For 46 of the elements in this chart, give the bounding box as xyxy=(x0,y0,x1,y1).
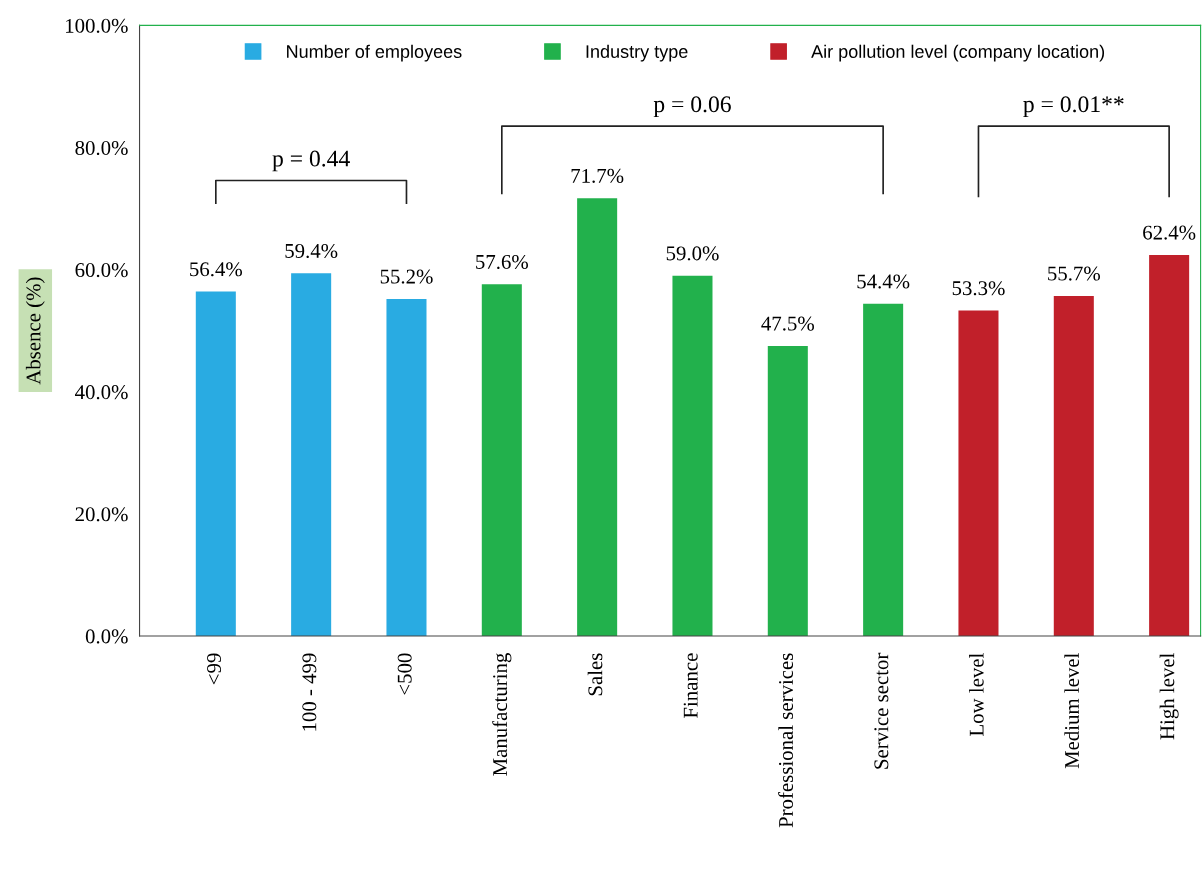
annotation: p = 0.44 xyxy=(272,150,350,172)
y-tick-label: 60.0% xyxy=(75,263,128,278)
y-tick-label: 0.0% xyxy=(85,629,128,644)
y-axis-title: Absence (%) xyxy=(25,277,45,385)
x-tick-label: Service sector xyxy=(874,652,889,769)
y-tick-label: 40.0% xyxy=(75,385,128,400)
bar xyxy=(767,345,808,636)
annotation: p = 0.01** xyxy=(1023,96,1124,117)
bar xyxy=(386,298,427,636)
x-tick-label: High level xyxy=(1159,653,1179,740)
x-tick-label: <500 xyxy=(397,653,412,695)
data-label: 53.3% xyxy=(952,281,1005,296)
data-label: 54.4% xyxy=(857,274,910,289)
bar xyxy=(1149,254,1190,636)
x-tick-label: Professional services xyxy=(778,653,794,828)
x-tick-label: Sales xyxy=(587,653,603,696)
legend-label: Industry type xyxy=(586,44,688,62)
x-tick-label: Finance xyxy=(683,653,698,718)
legend-label: Air pollution level (company location) xyxy=(811,44,1105,62)
data-label: 55.7% xyxy=(1048,266,1100,281)
data-label: 59.0% xyxy=(666,246,719,261)
data-label: 59.4% xyxy=(285,243,338,259)
y-tick-label: 20.0% xyxy=(75,507,128,522)
annotation: p = 0.06 xyxy=(653,96,731,117)
x-tick-label: 100 - 499 xyxy=(302,653,317,731)
bar xyxy=(195,291,236,636)
legend-label: Number of employees xyxy=(287,44,462,62)
data-label: 55.2% xyxy=(380,269,433,284)
x-tick-label: Manufacturing xyxy=(492,653,512,776)
data-label: 47.5% xyxy=(761,316,814,331)
x-tick-label: Low level xyxy=(969,653,984,736)
bar xyxy=(672,275,713,636)
bar xyxy=(291,273,332,636)
y-tick-label: 80.0% xyxy=(75,140,128,156)
bar xyxy=(1053,295,1094,636)
data-label: 62.4% xyxy=(1143,225,1196,240)
data-label: 57.6% xyxy=(476,254,529,270)
bar xyxy=(481,284,522,636)
x-tick-label: <99 xyxy=(207,653,222,685)
bar xyxy=(958,310,999,636)
data-label: 71.7% xyxy=(571,168,624,183)
y-tick-label: 100.0% xyxy=(66,18,128,33)
bar xyxy=(863,303,904,636)
data-label: 56.4% xyxy=(190,262,243,277)
bar xyxy=(577,198,618,636)
x-tick-label: Medium level xyxy=(1064,653,1080,769)
